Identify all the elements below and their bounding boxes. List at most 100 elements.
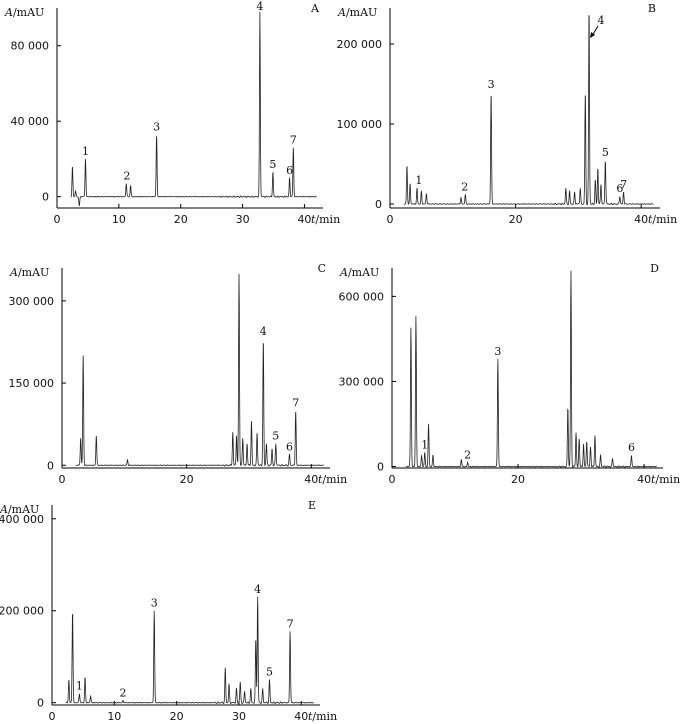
x-axis-unit: /min (322, 473, 347, 486)
peak-label: 2 (461, 180, 468, 193)
y-tick-label: 300 000 (339, 375, 385, 388)
y-axis-variable: A (4, 6, 13, 19)
y-axis-label: A/mAU (0, 503, 39, 516)
x-tick-label: 40 (637, 473, 651, 486)
x-tick-label: 0 (387, 213, 394, 226)
peak-label: 6 (616, 182, 623, 195)
y-tick-label: 100 000 (337, 118, 383, 131)
x-tick-label: 20 (509, 213, 523, 226)
x-tick-label: 30 (232, 710, 246, 723)
x-tick-label: 20 (170, 710, 184, 723)
x-axis-label: t/min (308, 710, 337, 723)
peak-label: 1 (421, 438, 428, 451)
peak-label: 4 (254, 583, 261, 596)
x-axis-variable: t (648, 213, 653, 226)
x-tick-label: 40 (304, 473, 318, 486)
peak-label: 3 (153, 120, 160, 133)
peak-label: 2 (464, 448, 471, 461)
y-tick-label: 600 000 (339, 290, 385, 303)
peak-label: 4 (256, 0, 263, 13)
peak-label: 7 (290, 134, 297, 147)
y-axis-variable: A (337, 6, 346, 19)
x-axis-variable: t (651, 473, 656, 486)
chromatogram-panel-d: 0 300 000 600 000 0 20 40 A/mAU t/min D 1 2 3 6 (339, 262, 681, 486)
y-axis-variable: A (339, 266, 348, 279)
peak-label: 7 (287, 617, 294, 630)
peak-label: 7 (292, 396, 299, 409)
peak-label: 1 (76, 680, 83, 693)
peak-label: 6 (286, 440, 293, 453)
y-axis-unit: /mAU (346, 6, 377, 19)
peak-label: 2 (120, 686, 127, 699)
y-tick-label: 0 (377, 461, 384, 474)
chromatogram-panel-e: 0 200 000 400 000 0 10 20 30 40 A/mAU t/min E 1 2 3 4 5… (0, 499, 337, 723)
y-tick-label: 40 000 (11, 115, 50, 128)
peak-label: 7 (620, 178, 627, 191)
peak-label: 3 (151, 597, 158, 610)
peak-label: 3 (494, 345, 501, 358)
y-tick-label: 0 (375, 198, 382, 211)
chromatogram-trace (403, 14, 654, 206)
chromatogram-panel-c: 0 150 000 300 000 0 20 40 A/mAU t/min C 4 56 7 (9, 262, 348, 486)
x-tick-label: 0 (49, 710, 56, 723)
peak-label: 6 (628, 441, 635, 454)
y-axis-unit: /mAU (13, 6, 44, 19)
x-axis-unit: /min (652, 213, 677, 226)
chromatogram-panel-a: 0 40 000 80 000 0 10 20 30 40 A/mAU t/min A 1 2 3 4 5 6 7 (4, 0, 340, 226)
y-axis-label: A/mAU (339, 266, 379, 279)
x-axis-unit: /min (315, 213, 340, 226)
x-tick-label: 0 (389, 473, 396, 486)
y-tick-label: 300 000 (9, 295, 55, 308)
panel-label: D (650, 262, 659, 275)
y-axis-unit: /mAU (18, 266, 49, 279)
peak-label: 5 (266, 666, 273, 679)
x-tick-label: 0 (54, 213, 61, 226)
x-axis-label: t/min (311, 213, 340, 226)
y-tick-label: 0 (42, 191, 49, 204)
x-tick-label: 0 (59, 473, 66, 486)
chromatogram-panel-b: 0 100 000 200 000 0 20 40 A/mAU t/min B 1 2 3 4 5 67 (337, 2, 678, 226)
x-tick-label: 40 (294, 710, 308, 723)
y-axis-unit: /mAU (8, 503, 39, 516)
peak-label: 3 (488, 78, 495, 91)
y-axis-unit: /mAU (348, 266, 379, 279)
x-axis-label: t/min (651, 473, 680, 486)
peak-label: 5 (602, 146, 609, 159)
y-axis-label: A/mAU (337, 6, 377, 19)
x-axis-variable: t (311, 213, 316, 226)
y-tick-label: 150 000 (9, 377, 55, 390)
y-tick-label: 400 000 (0, 513, 44, 526)
x-tick-label: 10 (107, 710, 121, 723)
x-tick-label: 20 (174, 213, 188, 226)
peak-arrowhead (590, 32, 596, 38)
x-axis-label: t/min (318, 473, 347, 486)
y-axis-variable: A (0, 503, 8, 516)
x-tick-label: 30 (236, 213, 250, 226)
panel-label: E (308, 499, 316, 512)
x-tick-label: 40 (634, 213, 648, 226)
peak-label: 4 (260, 325, 267, 338)
y-axis-label: A/mAU (9, 266, 49, 279)
y-tick-label: 200 000 (337, 38, 383, 51)
panel-label: C (318, 262, 326, 275)
x-axis-label: t/min (648, 213, 677, 226)
y-tick-label: 0 (47, 459, 54, 472)
peak-label: 1 (415, 174, 422, 187)
peak-label: 6 (286, 164, 293, 177)
y-axis-label: A/mAU (4, 6, 44, 19)
x-tick-label: 40 (297, 213, 311, 226)
x-axis-unit: /min (655, 473, 680, 486)
x-tick-label: 20 (180, 473, 194, 486)
chromatogram-trace (70, 11, 318, 206)
peak-label: 5 (269, 158, 276, 171)
y-tick-label: 200 000 (0, 605, 44, 618)
x-tick-label: 10 (112, 213, 126, 226)
y-tick-label: 80 000 (11, 40, 50, 53)
peak-label: 2 (123, 169, 130, 182)
peak-label: 5 (272, 429, 279, 442)
peak-label: 1 (82, 145, 89, 158)
peak-label: 4 (598, 14, 605, 27)
x-axis-unit: /min (312, 710, 337, 723)
x-tick-label: 20 (511, 473, 525, 486)
